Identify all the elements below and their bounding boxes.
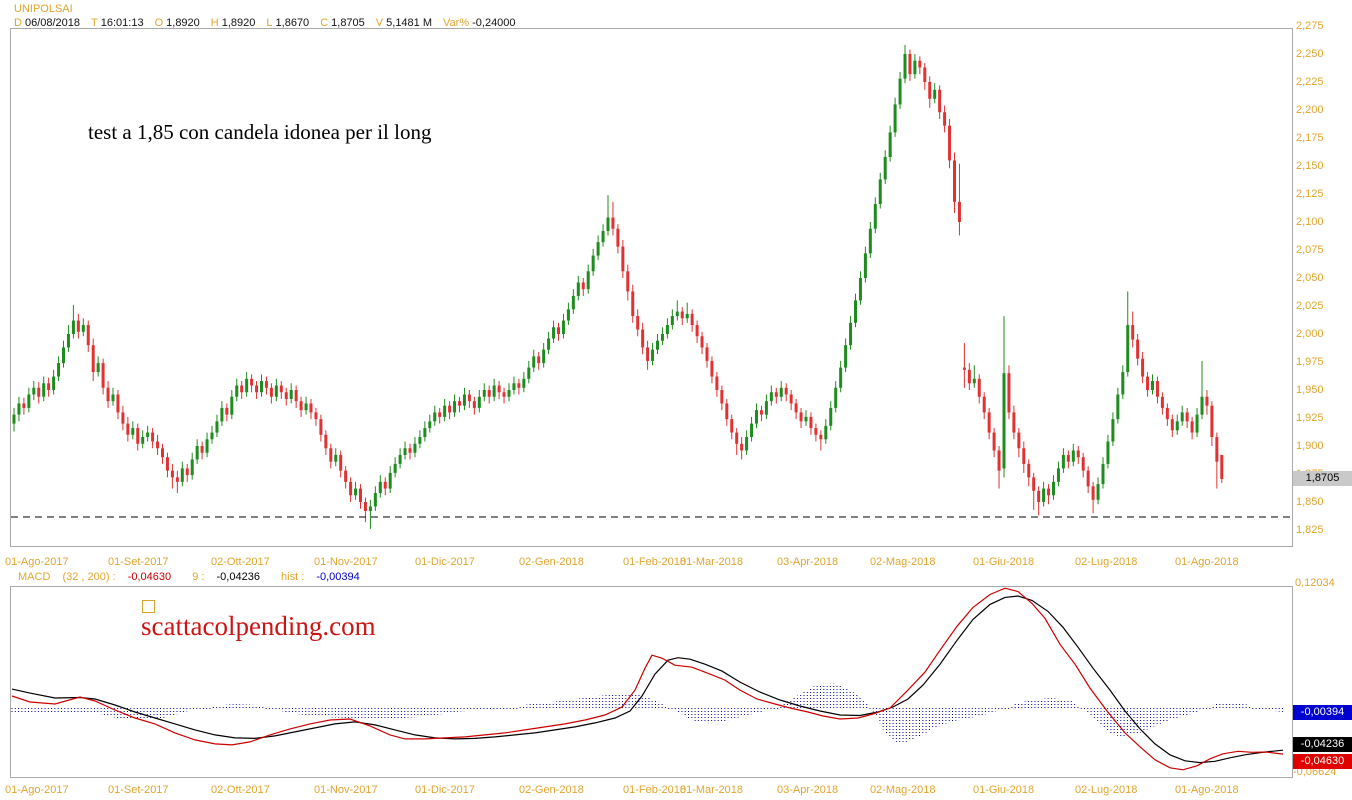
quote-value-V: 5,1481 M	[386, 17, 433, 29]
quote-value-L: 1,8670	[275, 17, 310, 29]
quote-key-O: O	[154, 17, 164, 29]
macd-axis-max-label: 0,12034	[1295, 577, 1335, 589]
y-axis-label: 2,250	[1296, 48, 1324, 60]
y-axis-label: 2,275	[1296, 20, 1324, 32]
x-axis-label: 01-Ago-2018	[1175, 784, 1239, 796]
quote-value-O: 1,8920	[166, 17, 200, 29]
y-axis-label: 2,125	[1296, 188, 1324, 200]
macd-histogram	[11, 683, 1283, 742]
y-axis-label: 1,975	[1296, 356, 1324, 368]
macd-signal-label: 9 :	[192, 571, 205, 583]
x-axis-label: 02-Gen-2018	[519, 784, 584, 796]
macd-params: (32 , 200) :	[62, 571, 116, 583]
x-axis-label: 01-Feb-2018	[623, 556, 686, 568]
watermark-square-icon	[142, 600, 155, 613]
macd-hist-value: -0,00394	[316, 571, 360, 583]
x-axis-label: 01-Set-2017	[108, 556, 169, 568]
candlestick-series	[12, 45, 1224, 529]
x-axis-label: 01-Mar-2018	[680, 556, 743, 568]
y-axis-label: 2,050	[1296, 272, 1324, 284]
y-axis-label: 2,150	[1296, 160, 1324, 172]
quote-key-L: L	[266, 17, 273, 29]
x-axis-label: 02-Mag-2018	[870, 556, 936, 568]
x-axis-label: 01-Nov-2017	[314, 556, 378, 568]
y-axis-label: 2,175	[1296, 132, 1324, 144]
x-axis-label: 03-Apr-2018	[777, 784, 839, 796]
macd-hist-label: hist :	[281, 571, 305, 583]
macd-indicator-name: MACD	[18, 571, 51, 583]
macd-line	[11, 587, 1284, 771]
y-axis-label: 1,825	[1296, 524, 1324, 536]
x-axis-label: 01-Set-2017	[108, 784, 169, 796]
hist-value-badge: -0,00394	[1293, 705, 1352, 720]
x-axis-label: 03-Apr-2018	[777, 556, 839, 568]
annotation-text: test a 1,85 con candela idonea per il lo…	[88, 120, 432, 144]
last-price-badge: 1,8705	[1293, 471, 1352, 486]
x-axis-label: 02-Gen-2018	[519, 556, 584, 568]
quote-row: D 06/08/2018 T 16:01:13 O 1,8920 H 1,8920 L 1,867…	[14, 17, 527, 29]
quote-key-D: D	[14, 17, 22, 29]
signal-value-badge: -0,04236	[1293, 737, 1352, 752]
x-axis-label: 01-Ago-2017	[5, 556, 69, 568]
macd-signal-value: -0,04236	[216, 571, 260, 583]
x-axis-label: 01-Ago-2018	[1175, 556, 1239, 568]
price-panel[interactable]	[10, 28, 1293, 547]
quote-value-C: 1,8705	[331, 17, 365, 29]
quote-key-C: C	[320, 17, 329, 29]
quote-key-Varpct: Var%	[443, 17, 470, 29]
quote-key-V: V	[375, 17, 384, 29]
quote-value-Varpct: -0,24000	[472, 17, 516, 29]
y-axis-label: 2,025	[1296, 300, 1324, 312]
y-axis-label: 2,225	[1296, 76, 1324, 88]
y-axis-label: 1,900	[1296, 440, 1324, 452]
y-axis-label: 1,850	[1296, 496, 1324, 508]
macd-axis-min-label: -0,06624	[1293, 766, 1337, 778]
macd-panel[interactable]	[10, 586, 1293, 778]
x-axis-label: 01-Dic-2017	[415, 784, 475, 796]
y-axis-label: 1,950	[1296, 384, 1324, 396]
x-axis-label: 02-Lug-2018	[1075, 784, 1138, 796]
symbol-title: UNIPOLSAI	[14, 3, 73, 15]
macd-value-badge: -0,04630	[1293, 754, 1352, 769]
x-axis-label: 02-Mag-2018	[870, 784, 936, 796]
watermark-text: scattacolpending.com	[141, 611, 376, 641]
macd-signal-line	[11, 595, 1284, 764]
x-axis-label: 01-Giu-2018	[973, 556, 1035, 568]
x-axis-label: 01-Ago-2017	[5, 784, 69, 796]
macd-value: -0,04630	[127, 571, 172, 583]
y-axis-label: 2,100	[1296, 216, 1324, 228]
y-axis-label: 1,925	[1296, 412, 1324, 424]
x-axis-label: 01-Feb-2018	[623, 784, 686, 796]
macd-header: MACD (32 , 200) : -0,04630 9 : -0,04236 …	[18, 571, 369, 583]
x-axis-label: 01-Dic-2017	[415, 556, 475, 568]
x-axis-label: 01-Mar-2018	[680, 784, 743, 796]
y-axis-label: 2,075	[1296, 244, 1324, 256]
quote-value-H: 1,8920	[221, 17, 256, 29]
quote-key-T: T	[91, 17, 98, 29]
y-axis-label: 2,200	[1296, 104, 1324, 116]
quote-key-H: H	[210, 17, 219, 29]
x-axis-label: 01-Giu-2018	[973, 784, 1035, 796]
quote-value-D: 06/08/2018	[24, 17, 81, 29]
y-axis-label: 2,000	[1296, 328, 1324, 340]
x-axis-label: 02-Lug-2018	[1075, 556, 1138, 568]
x-axis-label: 01-Nov-2017	[314, 784, 378, 796]
quote-value-T: 16:01:13	[100, 17, 144, 29]
x-axis-label: 02-Ott-2017	[211, 784, 270, 796]
x-axis-label: 02-Ott-2017	[211, 556, 270, 568]
